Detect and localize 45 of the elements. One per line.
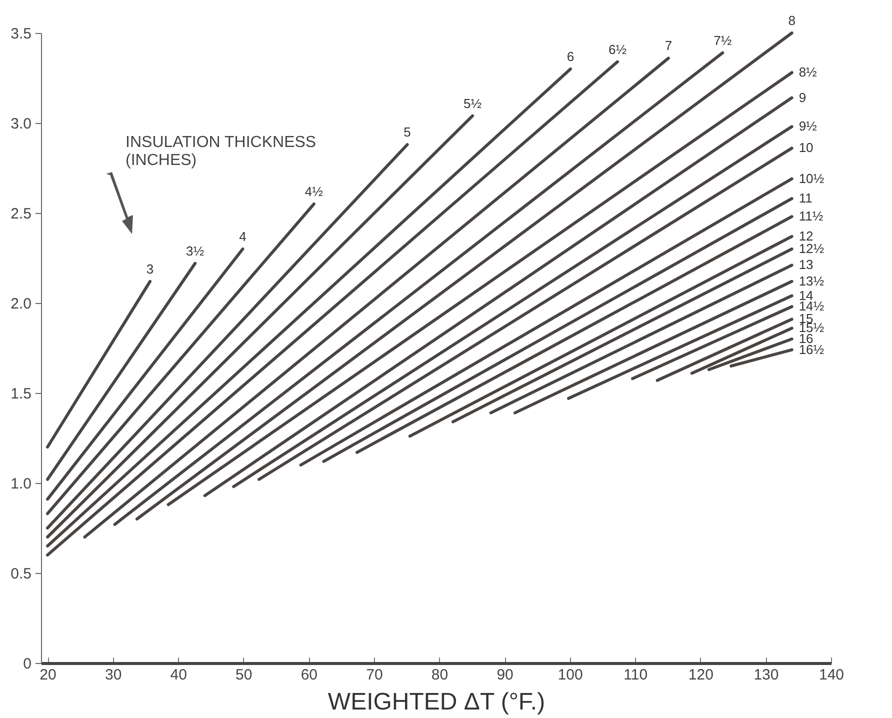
y-tick-label: 3.5 (10, 26, 32, 42)
annotation: INSULATION THICKNESS (INCHES) (126, 134, 316, 169)
y-tick-label: 2.5 (10, 206, 32, 222)
series-label: 9½ (798, 118, 818, 134)
x-tick-label: 120 (688, 666, 714, 684)
x-tick-label: 40 (170, 666, 187, 684)
x-tick-label: 100 (558, 666, 583, 684)
x-tick-label: 70 (366, 666, 383, 684)
series-label: 11 (798, 190, 812, 206)
series-label: 7½ (714, 32, 732, 48)
series-label: 3½ (186, 243, 204, 258)
x-tick-label: 60 (300, 666, 318, 684)
x-tick-label: 140 (818, 666, 844, 684)
series-label: 4½ (304, 184, 324, 199)
y-tick-label: 1.0 (10, 476, 32, 492)
series-label: 12½ (798, 241, 824, 256)
x-tick-label: 110 (624, 666, 648, 684)
x-tick-label: 30 (104, 666, 122, 684)
series-label: 6½ (608, 42, 627, 57)
series-label: 11½ (798, 208, 824, 224)
series-label: 8½ (798, 64, 818, 80)
series-label: 10½ (798, 170, 824, 186)
x-tick-label: 130 (754, 666, 779, 684)
y-tick-label: 3.0 (10, 116, 32, 132)
series-label: 8 (788, 13, 796, 28)
series-label: 10 (798, 140, 814, 156)
series-label: 5 (404, 124, 411, 140)
x-tick-label: 80 (431, 666, 448, 684)
x-tick-label: 50 (236, 666, 252, 684)
y-tick-label: 2.0 (10, 296, 32, 312)
series-label: 13 (798, 257, 814, 272)
x-tick-label: 90 (496, 666, 514, 684)
series-label: 3 (146, 261, 154, 276)
series-label: 4 (239, 229, 246, 244)
series-label: 9 (798, 90, 806, 105)
series-label: 13½ (798, 273, 824, 288)
x-tick-label: 20 (40, 666, 56, 684)
x-axis-title: WEIGHTED ΔT (°F.) (328, 688, 546, 716)
y-tick-label: 1.5 (10, 386, 32, 402)
series-label: 12 (798, 228, 814, 244)
y-tick-label: 0 (23, 656, 32, 672)
series-label: 5½ (464, 96, 482, 111)
y-tick-label: 0.5 (10, 566, 32, 582)
series-label: 6 (566, 49, 574, 64)
series-label: 7 (664, 38, 672, 54)
